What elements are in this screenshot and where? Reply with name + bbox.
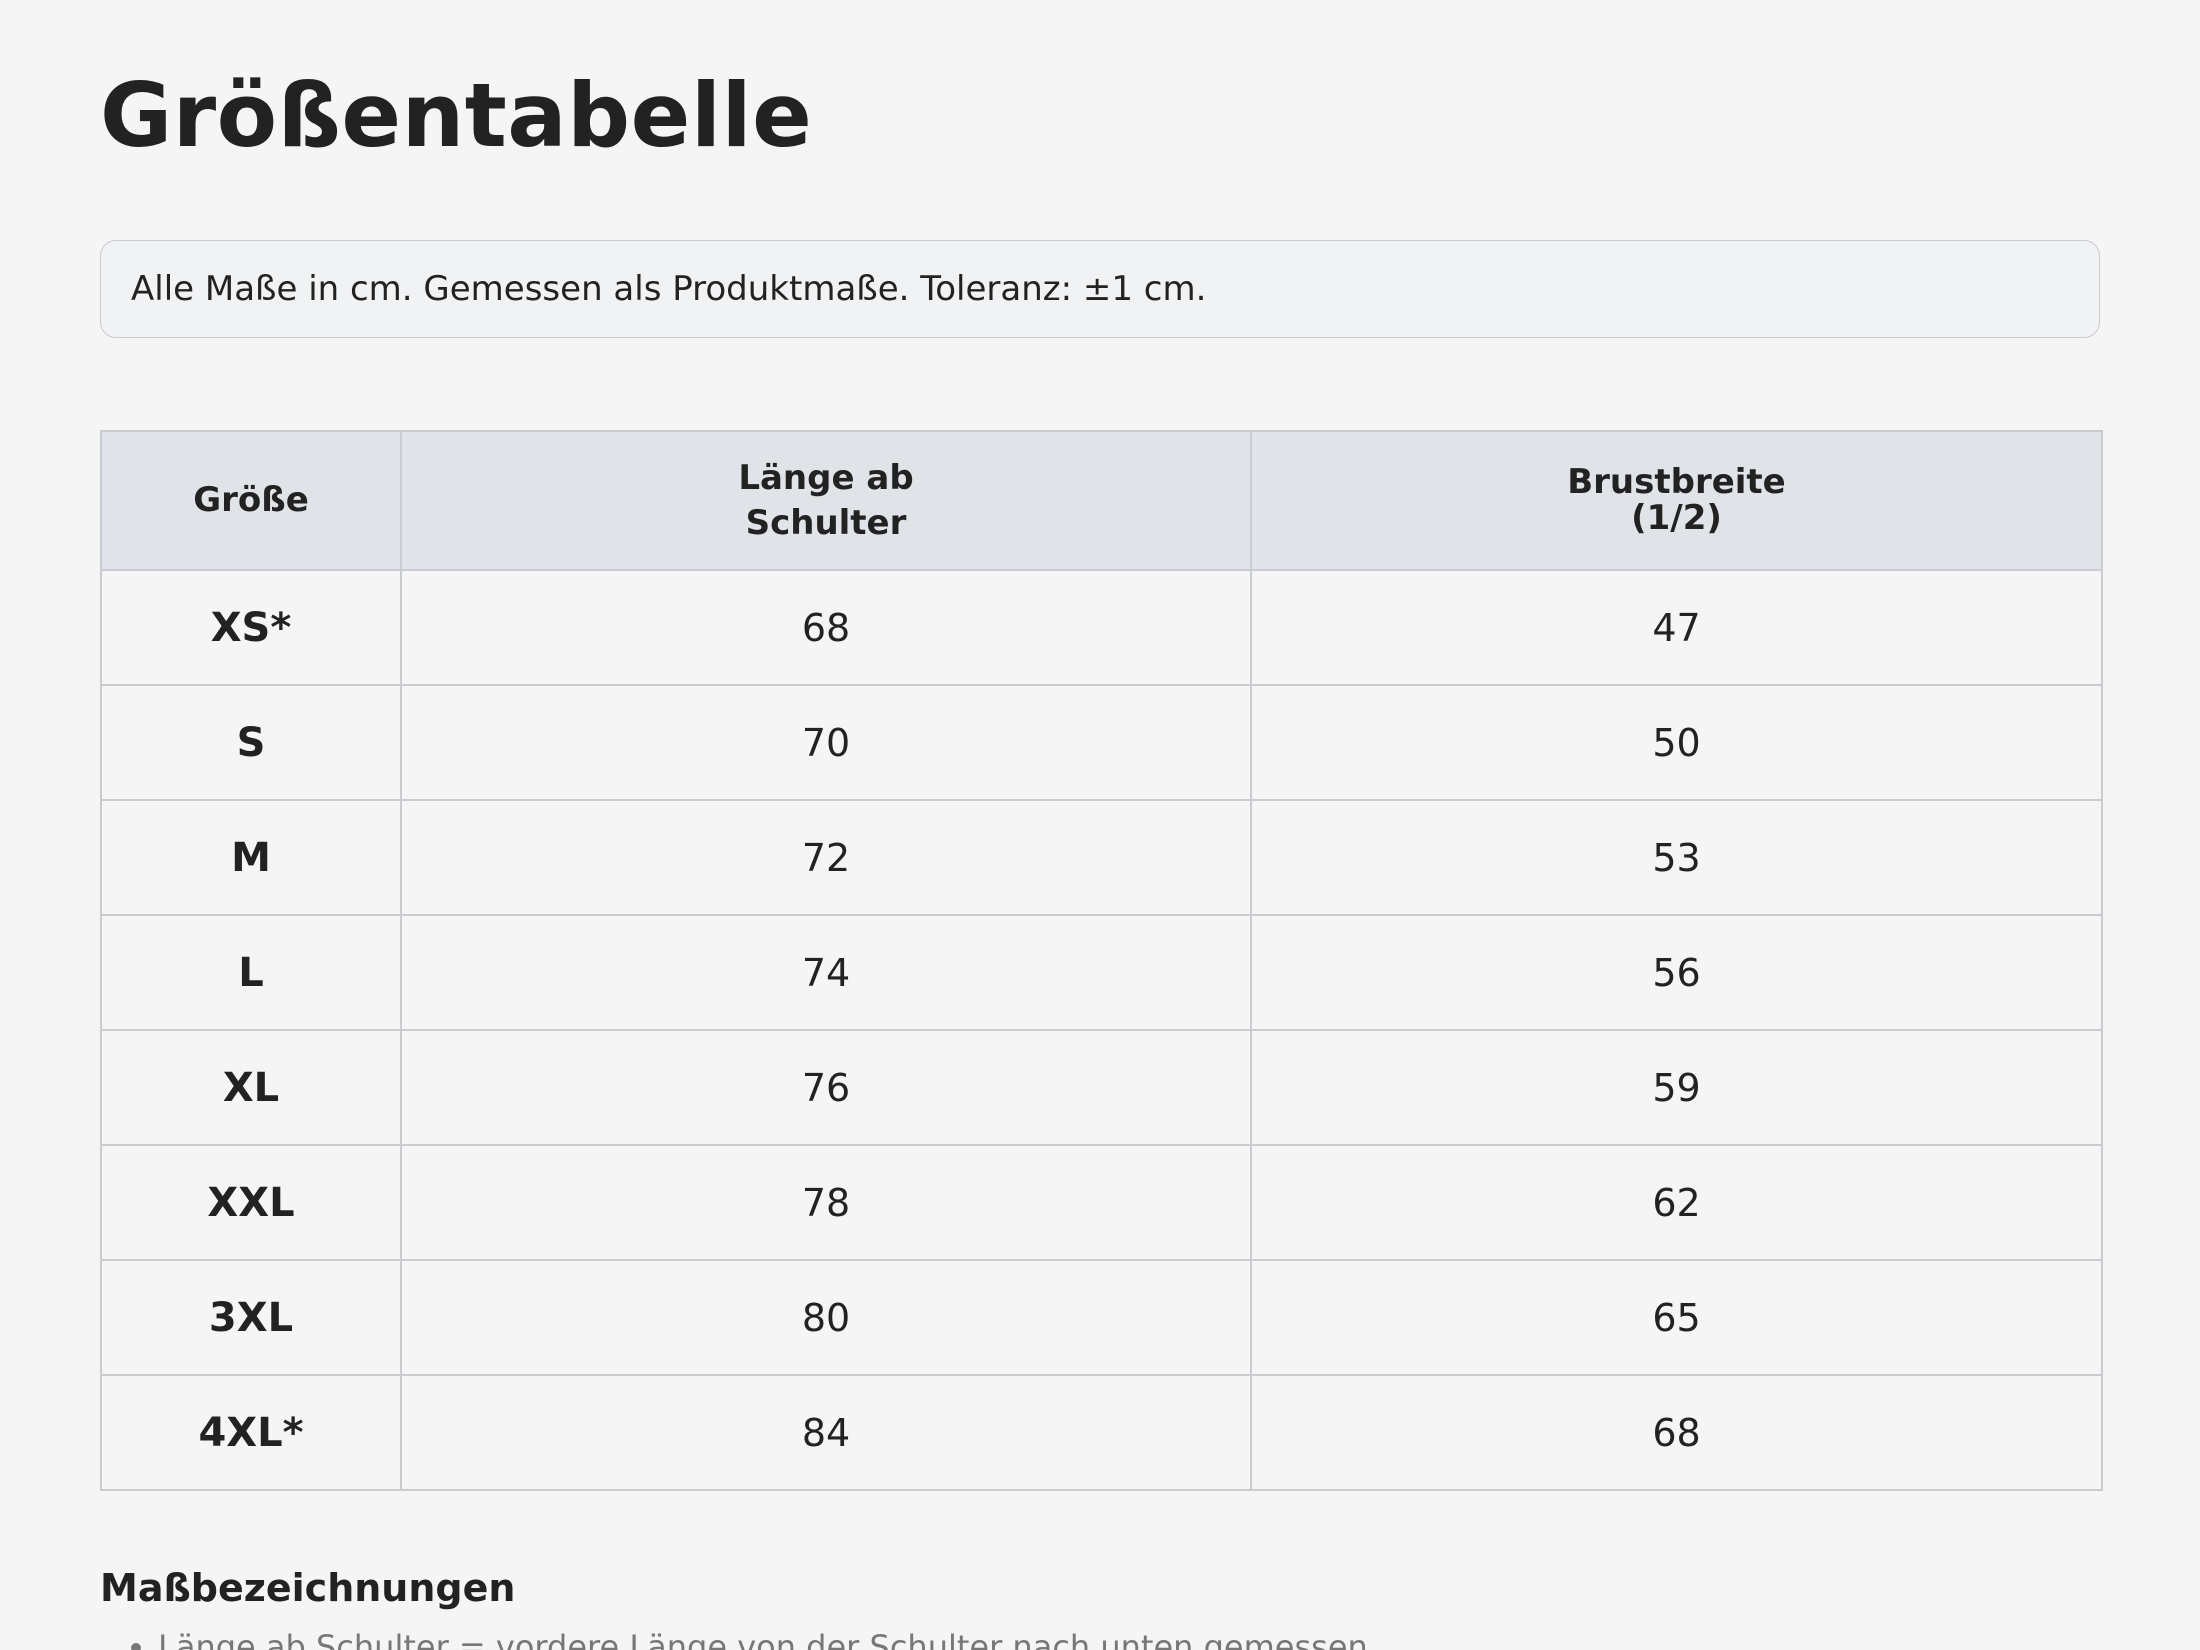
list-item: Länge ab Schulter = vordere Länge von de… [158,1628,1368,1650]
chest-cell: 59 [1250,1029,2103,1146]
table-row: S 70 50 [100,684,2103,801]
length-cell: 84 [400,1374,1252,1491]
table-row: 3XL 80 65 [100,1259,2103,1376]
definitions-heading: Maßbezeichnungen [100,1566,516,1610]
chest-cell: 47 [1250,569,2103,686]
length-cell: 76 [400,1029,1252,1146]
size-cell: 4XL* [100,1374,402,1491]
chest-cell: 68 [1250,1374,2103,1491]
table-row: L 74 56 [100,914,2103,1031]
length-cell: 68 [400,569,1252,686]
table-row: XXL 78 62 [100,1144,2103,1261]
size-cell: XS* [100,569,402,686]
size-cell: L [100,914,402,1031]
chest-cell: 56 [1250,914,2103,1031]
table-row: M 72 53 [100,799,2103,916]
table-row: 4XL* 84 68 [100,1374,2103,1491]
definitions-list: Länge ab Schulter = vordere Länge von de… [100,1628,1368,1650]
size-cell: XL [100,1029,402,1146]
size-cell: 3XL [100,1259,402,1376]
size-cell: S [100,684,402,801]
header-chest: Brustbreite (1/2) [1250,430,2103,571]
length-cell: 72 [400,799,1252,916]
chest-cell: 53 [1250,799,2103,916]
header-length-label: Länge ab Schulter [738,458,914,543]
table-row: XS* 68 47 [100,569,2103,686]
header-size-label: Größe [193,480,309,521]
table-row: XL 76 59 [100,1029,2103,1146]
length-cell: 80 [400,1259,1252,1376]
page-title: Größentabelle [100,64,813,167]
chest-cell: 50 [1250,684,2103,801]
chest-cell: 62 [1250,1144,2103,1261]
header-size: Größe [100,430,402,571]
header-length: Länge ab Schulter [400,430,1252,571]
length-cell: 78 [400,1144,1252,1261]
measurement-note: Alle Maße in cm. Gemessen als Produktmaß… [100,240,2100,338]
header-chest-label: Brustbreite (1/2) [1567,461,1786,538]
measurement-note-text: Alle Maße in cm. Gemessen als Produktmaß… [131,269,1207,309]
length-cell: 74 [400,914,1252,1031]
length-cell: 70 [400,684,1252,801]
size-cell: M [100,799,402,916]
size-cell: XXL [100,1144,402,1261]
table-header-row: Größe Länge ab Schulter Brustbreite (1/2… [100,430,2103,571]
size-table: Größe Länge ab Schulter Brustbreite (1/2… [100,430,2103,1491]
chest-cell: 65 [1250,1259,2103,1376]
